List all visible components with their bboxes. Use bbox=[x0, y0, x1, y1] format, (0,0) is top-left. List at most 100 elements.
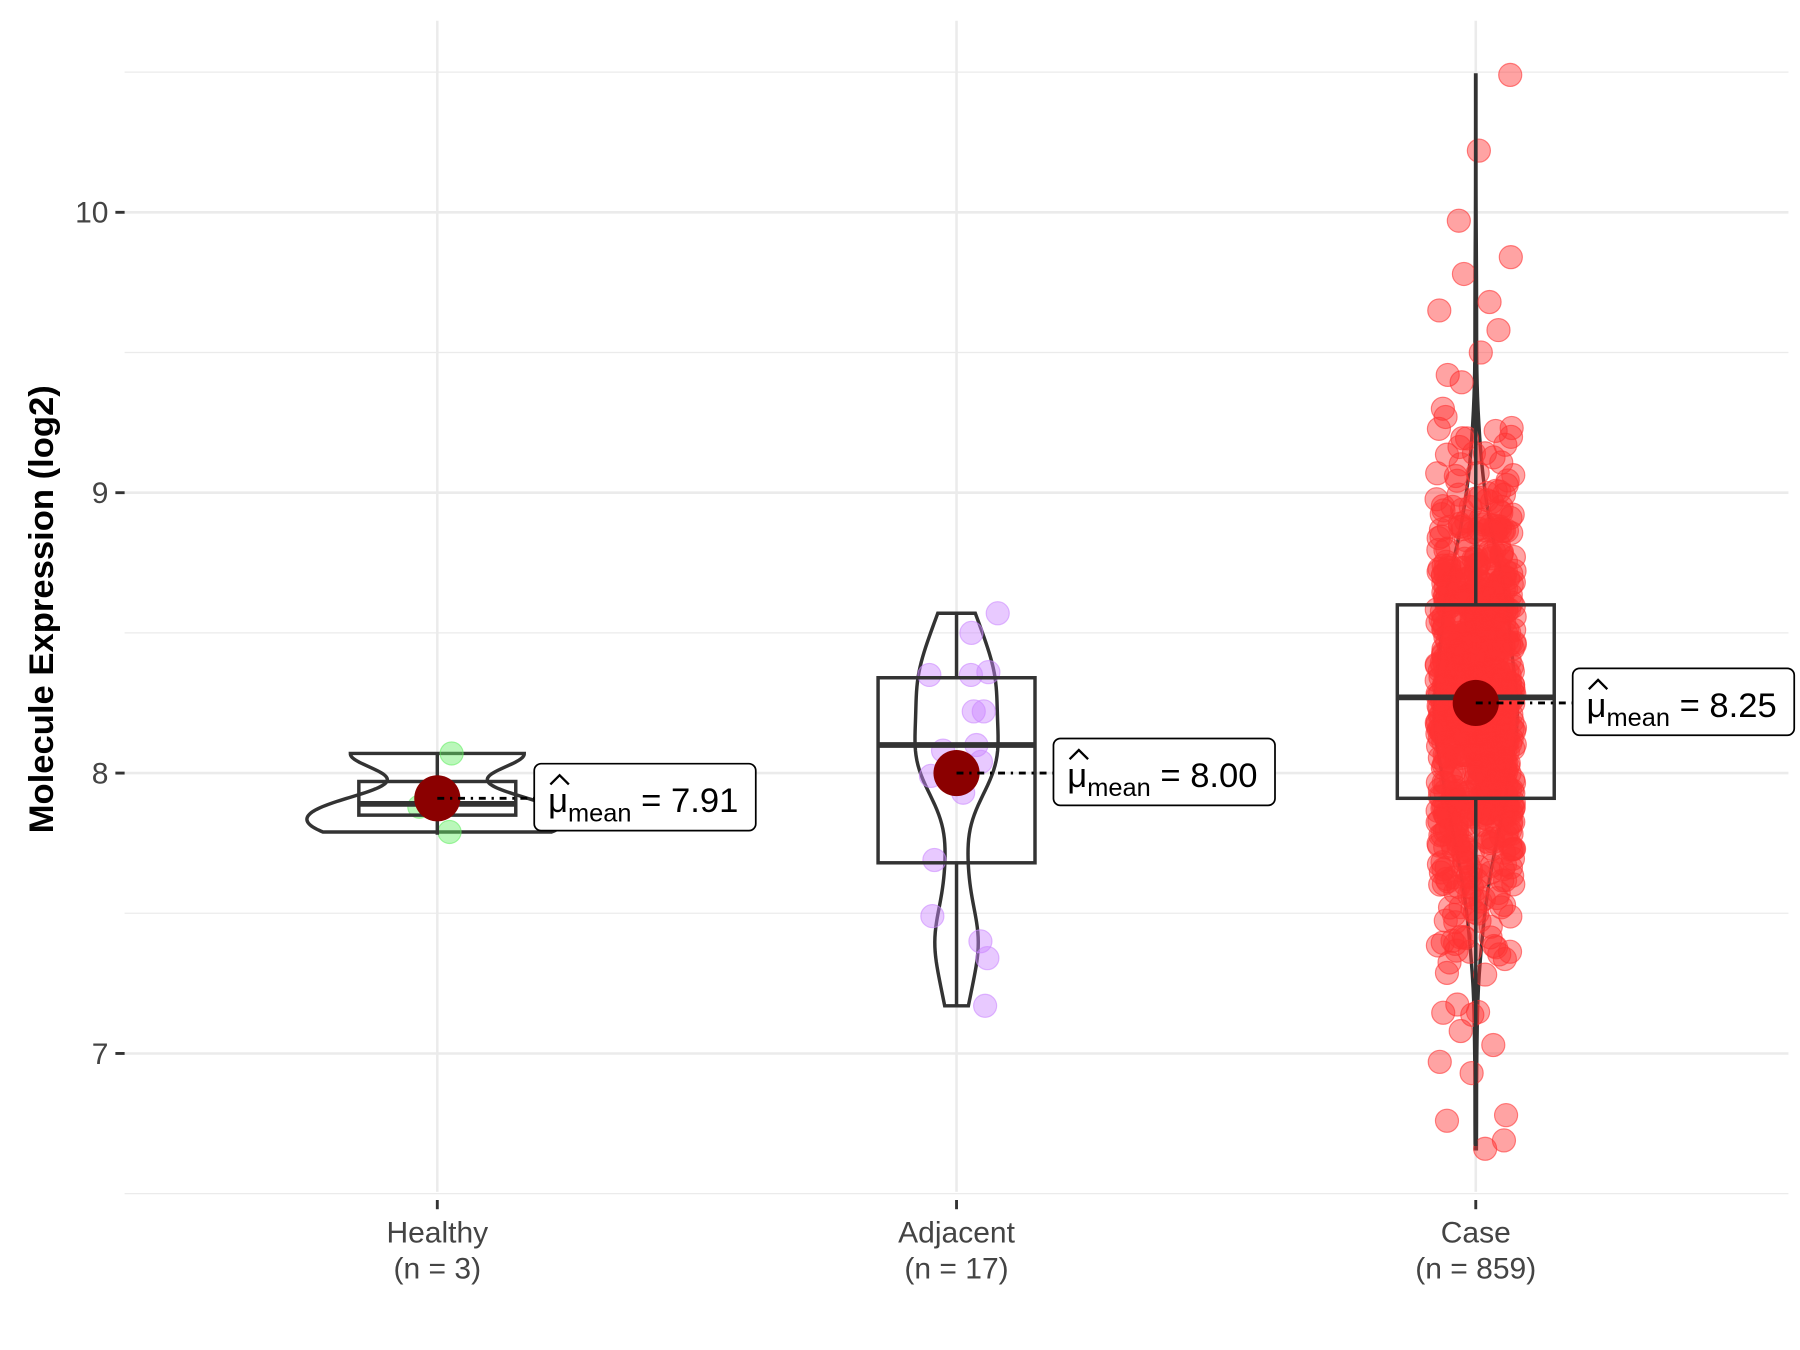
data-point bbox=[1426, 831, 1451, 856]
data-point bbox=[1433, 537, 1458, 563]
data-point bbox=[1488, 747, 1513, 773]
data-point bbox=[985, 601, 1010, 626]
data-point bbox=[1487, 942, 1512, 967]
data-point bbox=[1500, 863, 1525, 888]
y-tick-label: 7 bbox=[92, 1038, 109, 1071]
data-point bbox=[1458, 802, 1484, 827]
data-point bbox=[1434, 1108, 1460, 1133]
data-point bbox=[1495, 723, 1520, 748]
data-point bbox=[1459, 607, 1484, 632]
data-point bbox=[1479, 836, 1504, 861]
data-point bbox=[1484, 574, 1509, 599]
data-point bbox=[1473, 962, 1498, 987]
data-point bbox=[973, 993, 998, 1018]
data-point bbox=[1452, 871, 1478, 897]
data-point bbox=[1483, 729, 1508, 755]
data-point bbox=[1427, 1049, 1452, 1074]
mean-subscript: mean bbox=[568, 799, 631, 827]
data-point bbox=[1437, 950, 1462, 975]
mean-label: μmean = 8.00 bbox=[1067, 757, 1257, 802]
mean-value: 8.25 bbox=[1709, 687, 1776, 725]
data-point bbox=[1477, 289, 1502, 315]
y-tick-label: 9 bbox=[92, 477, 109, 510]
x-axis: Healthy(n = 3) Adjacent(n = 17) Case(n = 8… bbox=[386, 1200, 1536, 1285]
data-point bbox=[1473, 767, 1498, 792]
mean-label-box bbox=[1571, 667, 1796, 737]
data-point bbox=[917, 662, 942, 688]
data-point bbox=[1437, 553, 1462, 578]
data-point bbox=[1434, 804, 1459, 829]
data-point bbox=[1431, 553, 1456, 578]
mu-symbol: μ bbox=[1067, 757, 1087, 795]
data-point bbox=[1450, 426, 1475, 451]
data-point bbox=[1498, 904, 1523, 929]
data-point bbox=[1446, 646, 1471, 671]
data-point bbox=[1500, 778, 1525, 803]
data-point bbox=[1492, 868, 1518, 893]
mean-label: μmean = 8.25 bbox=[1587, 687, 1777, 732]
data-point bbox=[1498, 62, 1523, 88]
data-point bbox=[437, 819, 462, 845]
data-point bbox=[1446, 482, 1471, 507]
y-tick-label: 10 bbox=[75, 197, 108, 230]
data-point bbox=[1488, 711, 1514, 737]
data-point bbox=[1480, 826, 1505, 851]
data-point bbox=[1433, 404, 1458, 430]
data-point bbox=[1435, 362, 1460, 388]
mean-label: μmean = 7.91 bbox=[548, 782, 738, 827]
violins bbox=[305, 73, 1520, 1151]
data-point bbox=[1443, 463, 1468, 489]
hat-icon bbox=[549, 773, 570, 786]
data-point bbox=[1451, 261, 1477, 287]
data-point bbox=[1467, 908, 1492, 933]
violin-adjacent bbox=[913, 611, 1000, 1008]
data-point bbox=[1432, 613, 1457, 638]
mean-equals: = bbox=[632, 782, 671, 820]
data-point bbox=[1475, 480, 1500, 506]
data-point bbox=[1430, 396, 1456, 421]
data-point bbox=[1459, 1060, 1484, 1086]
data-point bbox=[1426, 852, 1452, 877]
data-point bbox=[439, 741, 464, 766]
x-tick-n-label: (n = 17) bbox=[904, 1252, 1008, 1285]
data-point bbox=[1431, 673, 1456, 698]
data-point bbox=[1432, 743, 1457, 768]
data-point bbox=[1458, 621, 1483, 646]
mean-equals: = bbox=[1151, 757, 1190, 795]
data-point bbox=[1460, 1002, 1485, 1027]
data-point bbox=[1488, 516, 1513, 541]
box-adjacent bbox=[876, 676, 1037, 865]
data-point bbox=[1431, 1000, 1456, 1025]
data-point bbox=[1483, 418, 1508, 444]
grid bbox=[124, 20, 1789, 1195]
data-point bbox=[1434, 960, 1460, 986]
data-point bbox=[959, 620, 984, 645]
data-point bbox=[1444, 814, 1469, 840]
data-point bbox=[1477, 539, 1502, 564]
data-point bbox=[1444, 938, 1469, 963]
data-point bbox=[1450, 828, 1475, 853]
data-point bbox=[1428, 517, 1454, 542]
data-point bbox=[1486, 317, 1511, 343]
y-axis-title: Molecule Expression (log2) bbox=[23, 385, 61, 833]
data-point bbox=[1478, 914, 1503, 939]
data-point bbox=[961, 699, 986, 724]
mean-value: 7.91 bbox=[671, 782, 738, 820]
data-point bbox=[1442, 931, 1468, 957]
data-point bbox=[1473, 1136, 1498, 1161]
data-point bbox=[1493, 1103, 1519, 1128]
data-point bbox=[1455, 565, 1480, 591]
mean-equals: = bbox=[1670, 687, 1709, 725]
mu-symbol: μ bbox=[548, 782, 568, 820]
data-point bbox=[922, 847, 947, 873]
data-point bbox=[1449, 370, 1474, 395]
hat-icon bbox=[1068, 748, 1089, 761]
data-point bbox=[1486, 768, 1511, 794]
x-tick-n-label: (n = 859) bbox=[1415, 1252, 1536, 1285]
data-point bbox=[1434, 712, 1459, 737]
data-point bbox=[1498, 245, 1523, 270]
x-tick-label: Case bbox=[1441, 1217, 1511, 1250]
data-point bbox=[1444, 639, 1469, 664]
data-point bbox=[1431, 770, 1456, 795]
